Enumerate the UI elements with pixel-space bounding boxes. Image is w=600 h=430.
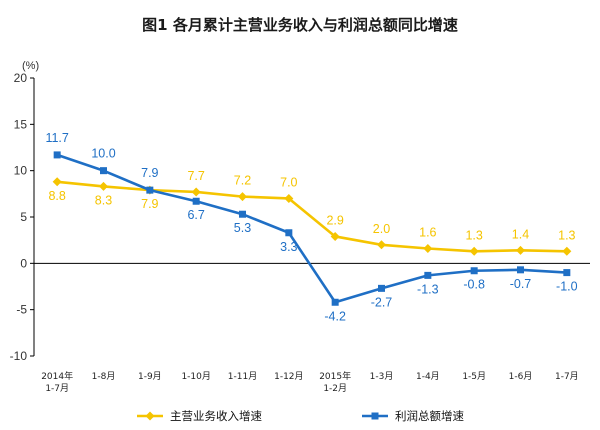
data-label: 1.6	[419, 226, 436, 240]
data-point	[284, 193, 294, 203]
data-point	[377, 240, 386, 250]
x-tick-label: 1-6月	[509, 371, 533, 382]
data-point	[99, 181, 108, 191]
x-tick-label: 2015年	[319, 370, 351, 382]
x-tick-label: 1-4月	[416, 371, 440, 382]
x-tick-label: 1-3月	[370, 371, 394, 382]
data-label: 8.8	[48, 189, 65, 203]
data-point	[423, 244, 433, 254]
legend-label: 主营业务收入增速	[170, 409, 262, 423]
x-tick-label: 1-5月	[462, 371, 486, 382]
data-point	[52, 177, 62, 187]
series-line	[57, 180, 567, 253]
legend-label: 利润总额增速	[395, 409, 464, 423]
data-label: -1.3	[417, 282, 439, 296]
y-tick-label: -10	[10, 349, 28, 363]
data-label: 5.3	[234, 221, 251, 235]
data-label: 7.9	[141, 166, 158, 180]
chart-title: 图1 各月累计主营业务收入与利润总额同比增速	[142, 16, 458, 34]
legend-marker	[371, 412, 379, 420]
data-point	[563, 269, 571, 277]
x-tick-label: 1-11月	[228, 371, 257, 382]
x-tick-label: 1-8月	[92, 371, 116, 382]
y-tick-label: 10	[14, 164, 28, 178]
data-label: 10.0	[91, 147, 115, 161]
data-label: 7.0	[280, 175, 297, 189]
data-label: -0.7	[510, 277, 532, 291]
x-tick-label: 1-7月	[555, 371, 579, 382]
data-point	[424, 271, 432, 279]
data-point	[562, 246, 572, 256]
x-tick-label: 2014年	[41, 370, 73, 382]
data-point	[285, 229, 293, 237]
data-label: 11.7	[45, 131, 68, 145]
data-label: -4.2	[324, 309, 346, 323]
data-label: -0.8	[463, 278, 485, 292]
data-label: 7.7	[187, 169, 204, 183]
y-tick-label: 20	[14, 71, 28, 85]
data-label: 2.9	[326, 213, 343, 227]
data-point	[100, 167, 107, 175]
data-point	[191, 187, 201, 197]
x-tick-label: 1-12月	[274, 371, 303, 382]
data-point	[239, 210, 246, 218]
x-tick-label: 1-10月	[181, 371, 210, 382]
data-point	[53, 151, 61, 159]
data-point	[517, 266, 524, 274]
data-label: 7.9	[141, 197, 158, 211]
data-point	[331, 298, 339, 306]
data-label: 1.3	[558, 228, 575, 242]
x-tick-label: 1-7月	[45, 383, 69, 394]
x-tick-label: 1-9月	[138, 371, 162, 382]
y-tick-label: 0	[20, 256, 27, 270]
data-label: 2.0	[373, 222, 390, 236]
data-point	[146, 186, 154, 194]
data-label: 7.2	[234, 174, 251, 188]
data-label: -1.0	[556, 280, 578, 294]
data-point	[516, 245, 525, 255]
legend-marker	[145, 411, 155, 421]
data-label: 3.3	[280, 240, 297, 254]
x-tick-label: 1-2月	[323, 383, 347, 394]
y-tick-label: -5	[16, 303, 27, 317]
unit-label: (%)	[22, 60, 39, 72]
data-point	[378, 284, 385, 292]
data-point	[469, 246, 479, 256]
data-label: 1.3	[465, 228, 482, 242]
data-point	[238, 192, 247, 202]
data-label: 8.3	[95, 193, 112, 207]
data-label: 6.7	[187, 208, 204, 222]
y-tick-label: 5	[20, 210, 27, 224]
data-point	[192, 197, 200, 205]
data-point	[330, 231, 340, 241]
y-tick-label: 15	[14, 117, 28, 131]
data-label: 1.4	[512, 227, 529, 241]
series-line	[56, 153, 567, 304]
data-point	[470, 267, 478, 275]
data-label: -2.7	[371, 295, 393, 309]
